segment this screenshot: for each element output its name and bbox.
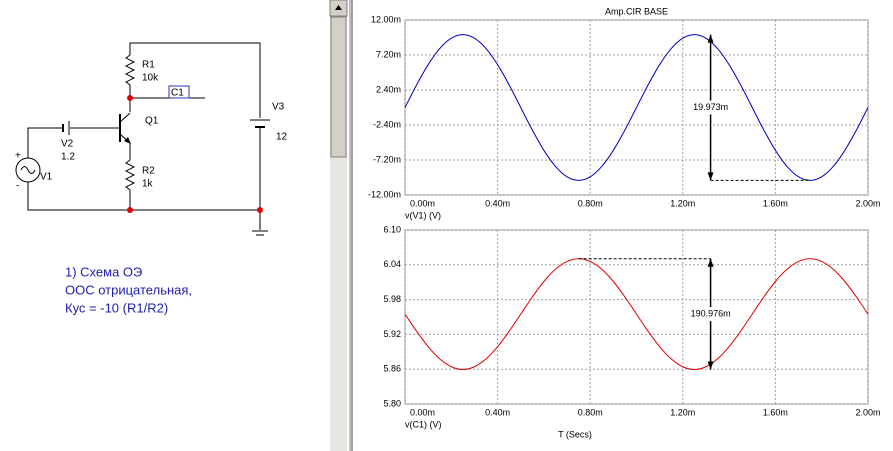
arrow-head: [707, 361, 714, 370]
transistor-collector: [119, 112, 131, 123]
component-name: V3: [272, 102, 285, 113]
arrow-head: [707, 172, 714, 181]
y-tick-label: 12.00m: [371, 14, 401, 24]
wire: [129, 42, 261, 118]
y-tick-label: 6.04: [383, 259, 401, 269]
arrow-head: [707, 34, 714, 43]
polarity: +: [15, 151, 21, 162]
y-tick-label: 2.40m: [376, 84, 401, 94]
sine-symbol: [20, 166, 36, 174]
scroll-thumb[interactable]: [330, 16, 347, 158]
component-name: R1: [142, 60, 155, 71]
component-name: V2: [61, 139, 74, 150]
y-tick-label: 5.80: [383, 398, 401, 408]
plots: 12.00m 7.20m 2.40m -2.40m -7.20m -12.00m 0.00m…: [368, 6, 881, 439]
y-tick-label: 5.86: [383, 364, 401, 374]
x-tick-label: 2.00m: [855, 198, 880, 208]
junction: [127, 95, 133, 101]
plot-area: [404, 229, 869, 405]
x-tick-label: 0.80m: [578, 198, 603, 208]
x-tick-label: 1.20m: [670, 198, 695, 208]
legend-entry: v(C1) (V): [405, 419, 442, 429]
x-tick-label: 0.80m: [578, 407, 603, 417]
note-line: ООС отрицательная,: [65, 282, 192, 297]
node-box: [168, 85, 190, 99]
wire: [27, 127, 63, 158]
y-tick-label: -7.20m: [373, 154, 401, 164]
component-name: R2: [142, 166, 155, 177]
series-line: [404, 34, 869, 181]
note-line: 1) Схема ОЭ: [65, 264, 142, 279]
polarity: -: [16, 181, 19, 192]
y-tick-label: 7.20m: [376, 49, 401, 59]
resistor-r1: [124, 54, 136, 112]
x-axis-label: T (Secs): [558, 429, 592, 439]
component-name: V1: [40, 172, 53, 183]
y-tick-label: 6.10: [383, 224, 401, 234]
y-tick-label: 5.98: [383, 294, 401, 304]
y-tick-label: 5.92: [383, 329, 401, 339]
note-line: Кус = -10 (R1/R2): [65, 300, 168, 315]
measure-label-bg: [685, 100, 736, 115]
x-tick-label: 0.00m: [410, 407, 435, 417]
x-tick-label: 1.60m: [763, 407, 788, 417]
component-value: 1.2: [61, 152, 75, 163]
x-tick-label: 2.00m: [855, 407, 880, 417]
chart-title: Amp.CIR BASE: [605, 6, 668, 16]
junction: [127, 207, 133, 213]
component-name: Q1: [145, 116, 159, 127]
measure-label-bg: [685, 307, 736, 322]
junction: [257, 207, 263, 213]
legend-entry: v(V1) (V): [405, 210, 441, 220]
measure-label: 190.976m: [691, 308, 731, 318]
x-tick-label: 0.40m: [485, 407, 510, 417]
component-value: 10k: [142, 73, 159, 84]
x-tick-label: 1.20m: [670, 407, 695, 417]
wire: [27, 182, 260, 211]
x-tick-label: 0.00m: [410, 198, 435, 208]
schematic: R1 10k R2 1k V1 V2 1.2 V3 12 Q1 C1 + - 1…: [15, 42, 288, 315]
scroll-arrow: [335, 5, 342, 10]
component-value: 12: [276, 132, 288, 143]
measure-label: 19.973m: [693, 102, 728, 112]
node-label: C1: [171, 88, 184, 99]
y-tick-label: -12.00m: [368, 189, 401, 199]
resistor-r2: [124, 159, 136, 210]
component-value: 1k: [142, 179, 154, 190]
x-tick-label: 1.60m: [763, 198, 788, 208]
emitter-arrow: [124, 137, 131, 144]
y-tick-label: -2.40m: [373, 119, 401, 129]
x-tick-label: 0.40m: [485, 198, 510, 208]
arrow-head: [707, 258, 714, 267]
series-line: [404, 258, 869, 370]
